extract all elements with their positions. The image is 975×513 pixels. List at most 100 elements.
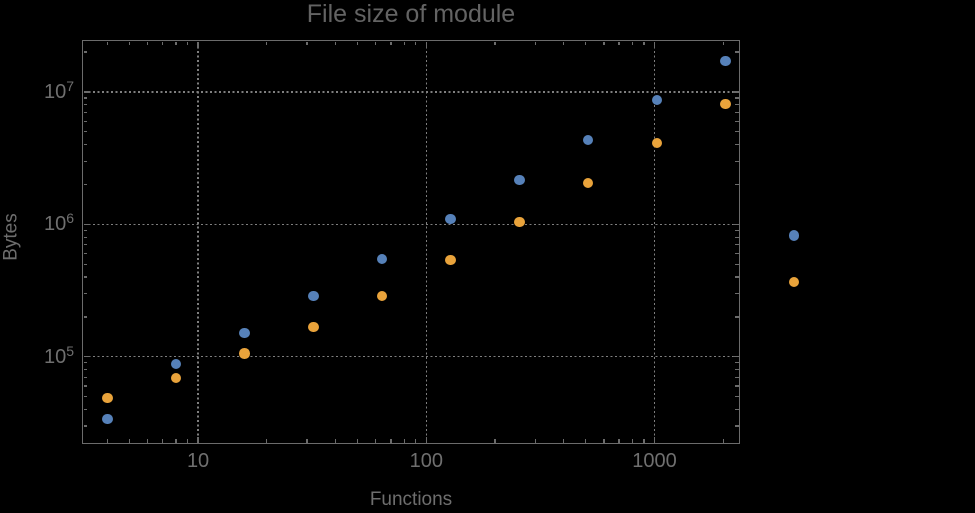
x-tick-mark-top (653, 41, 656, 48)
y-tick-label-exponent: 7 (66, 77, 74, 94)
data-point-series-blue (376, 253, 388, 265)
x-tick-mark (653, 436, 656, 443)
x-tick-mark-top (162, 41, 164, 45)
gridline-vertical (197, 41, 199, 443)
x-tick-mark-top (603, 41, 605, 45)
y-tick-mark-right (732, 356, 739, 358)
x-tick-mark-top (585, 41, 587, 45)
x-tick-mark (534, 439, 536, 443)
y-tick-mark-right (735, 425, 739, 427)
y-tick-mark (83, 385, 87, 387)
x-tick-mark (722, 439, 724, 443)
y-tick-mark (83, 368, 87, 371)
x-tick-mark-top (534, 41, 536, 45)
x-tick-mark-top (631, 41, 633, 45)
x-tick-mark (106, 439, 108, 443)
y-tick-mark-right (735, 143, 739, 146)
data-point-series-blue (582, 134, 594, 146)
y-tick-label-exponent: 5 (66, 342, 74, 359)
data-point-series-orange (651, 137, 663, 149)
y-tick-mark-right (735, 131, 739, 133)
data-point-series-orange (514, 216, 525, 228)
y-tick-mark (83, 143, 87, 146)
x-tick-mark (403, 439, 405, 443)
y-tick-mark-right (735, 385, 739, 387)
y-tick-mark-right (735, 97, 739, 99)
y-tick-mark (83, 253, 87, 255)
x-tick-mark (425, 436, 427, 443)
x-tick-mark (197, 436, 199, 443)
x-tick-mark (128, 439, 131, 443)
y-tick-mark (83, 120, 87, 122)
data-point-series-blue (651, 94, 663, 106)
x-tick-mark (306, 439, 308, 443)
y-tick-mark (83, 276, 87, 278)
x-tick-mark-top (175, 41, 177, 45)
x-axis-label: Functions (369, 489, 453, 510)
y-tick-mark (83, 223, 90, 225)
y-tick-label: 107 (16, 78, 74, 103)
y-tick-mark-right (735, 316, 739, 318)
y-tick-mark-right (735, 253, 739, 255)
y-tick-mark-right (735, 263, 739, 265)
y-tick-mark (83, 356, 90, 358)
x-tick-mark (415, 439, 417, 443)
y-tick-label-exponent: 6 (66, 210, 74, 227)
data-point-series-orange (239, 348, 250, 359)
data-point-series-orange (582, 177, 594, 189)
x-tick-mark (334, 439, 337, 443)
data-point-series-orange (788, 276, 800, 288)
y-tick-mark-right (735, 276, 739, 278)
data-point-series-orange (720, 98, 731, 110)
y-tick-label-base: 10 (43, 80, 67, 103)
y-tick-mark (83, 395, 87, 398)
data-point-series-blue (788, 230, 800, 241)
y-tick-mark-right (735, 160, 739, 162)
y-tick-mark-right (735, 368, 739, 371)
x-tick-mark-top (415, 41, 417, 45)
y-tick-mark (83, 425, 87, 427)
y-tick-mark (83, 263, 87, 265)
data-point-series-orange (308, 321, 319, 333)
x-tick-mark-top (186, 41, 189, 45)
x-tick-mark-top (334, 41, 337, 45)
y-tick-mark-right (735, 395, 739, 398)
x-tick-mark-top (266, 41, 268, 45)
y-tick-mark-right (735, 376, 739, 378)
y-tick-mark-right (732, 223, 739, 225)
x-tick-mark-top (128, 41, 131, 45)
x-tick-mark (186, 439, 189, 443)
x-tick-mark (162, 439, 164, 443)
x-tick-mark-top (643, 41, 645, 45)
y-tick-mark-right (735, 236, 739, 238)
y-tick-mark (83, 91, 90, 93)
data-point-series-orange (170, 372, 182, 384)
x-tick-label: 10 (186, 450, 210, 472)
y-tick-mark (83, 97, 87, 99)
x-tick-mark-top (106, 41, 108, 45)
x-tick-mark-top (618, 41, 620, 45)
gridline-horizontal (83, 223, 739, 226)
data-point-series-blue (445, 213, 456, 225)
y-tick-mark-right (732, 91, 739, 93)
chart-title: File size of module (306, 0, 516, 28)
y-tick-mark-right (735, 362, 739, 364)
gridline-horizontal (83, 355, 739, 358)
y-tick-mark (83, 104, 87, 106)
gridline-vertical (653, 41, 656, 443)
y-tick-label: 106 (16, 210, 74, 235)
plot-frame (82, 40, 740, 444)
y-tick-mark (83, 131, 87, 133)
data-point-series-blue (102, 413, 113, 425)
x-tick-mark (356, 439, 359, 443)
x-tick-mark-top (197, 41, 199, 48)
x-tick-mark-top (722, 41, 724, 45)
x-tick-label: 100 (409, 450, 443, 472)
x-tick-mark (563, 439, 565, 443)
y-tick-mark-right (735, 104, 739, 106)
x-tick-mark (375, 439, 377, 443)
y-tick-mark-right (735, 51, 739, 53)
y-tick-mark (83, 376, 87, 378)
